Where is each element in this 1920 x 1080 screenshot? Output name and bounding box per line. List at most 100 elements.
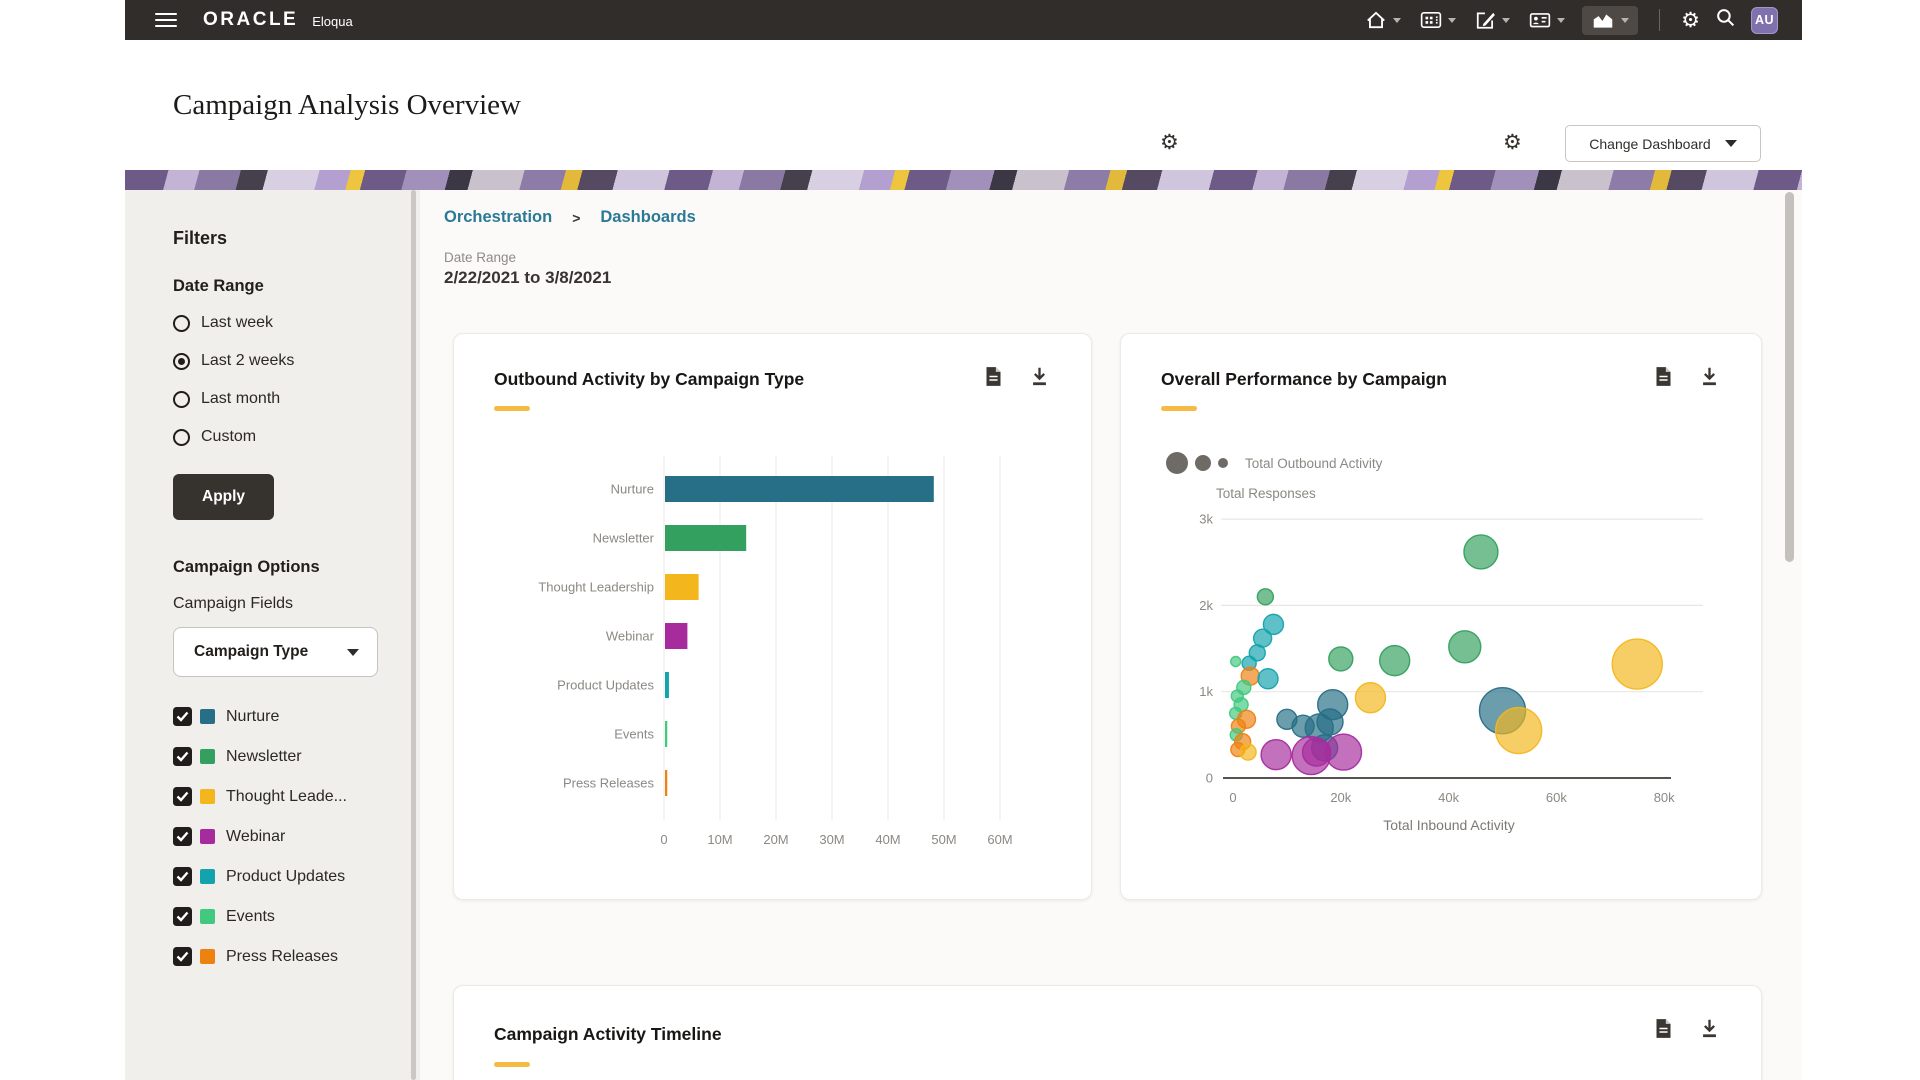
- date-range-heading: Date Range: [173, 277, 420, 296]
- bubble: [1464, 535, 1498, 569]
- campaign-type-checkbox-row[interactable]: Nurture: [173, 707, 420, 726]
- campaign-options-heading: Campaign Options: [173, 558, 420, 577]
- sidebar-scrollbar[interactable]: [411, 190, 416, 1080]
- series-color-swatch: [200, 949, 215, 964]
- campaign-activity-timeline-card: Campaign Activity Timeline: [453, 985, 1762, 1080]
- date-range-radio-option[interactable]: Last 2 weeks: [173, 352, 420, 370]
- page-scrollbar-thumb[interactable]: [1785, 192, 1794, 562]
- bar: [665, 623, 687, 649]
- svg-text:20M: 20M: [763, 832, 788, 847]
- campaign-type-checkbox-row[interactable]: Thought Leade...: [173, 787, 420, 806]
- bar-category-label: Press Releases: [563, 776, 655, 791]
- bubble: [1258, 669, 1278, 689]
- user-avatar[interactable]: AU: [1751, 7, 1778, 34]
- svg-text:10M: 10M: [707, 832, 732, 847]
- chevron-down-icon: [1621, 18, 1629, 23]
- apps-menu-button[interactable]: [1418, 7, 1458, 33]
- date-range-radio-option[interactable]: Custom: [173, 428, 420, 446]
- product-name: Eloqua: [312, 14, 352, 29]
- bubble: [1231, 656, 1241, 666]
- date-range-display: Date Range 2/22/2021 to 3/8/2021: [444, 250, 611, 288]
- chevron-down-icon: [1448, 18, 1456, 23]
- topbar: ORACLE Eloqua: [125, 0, 1802, 40]
- checkbox-checked-icon: [173, 787, 192, 806]
- radio-icon: [173, 315, 190, 332]
- download-icon[interactable]: [1700, 1018, 1719, 1044]
- bubble: [1380, 646, 1410, 676]
- report-icon[interactable]: [1654, 366, 1673, 392]
- bubble: [1355, 683, 1385, 713]
- widget-settings-gear-icon[interactable]: ⚙: [1503, 132, 1522, 153]
- download-icon[interactable]: [1700, 366, 1719, 392]
- radio-option-label: Custom: [201, 428, 256, 446]
- settings-gear-icon[interactable]: ⚙: [1681, 10, 1700, 31]
- assets-menu-button[interactable]: [1527, 7, 1567, 33]
- svg-text:40k: 40k: [1438, 790, 1459, 805]
- campaign-type-checkbox-row[interactable]: Press Releases: [173, 947, 420, 966]
- home-menu-button[interactable]: [1363, 6, 1403, 34]
- svg-text:0: 0: [1229, 790, 1236, 805]
- chevron-down-icon: [1393, 18, 1401, 23]
- decorative-banner: [125, 170, 1802, 190]
- search-button[interactable]: [1715, 7, 1736, 33]
- date-range-radio-option[interactable]: Last week: [173, 314, 420, 332]
- bubble: [1612, 639, 1662, 689]
- bar-category-label: Thought Leadership: [538, 580, 654, 595]
- report-icon[interactable]: [984, 366, 1003, 392]
- svg-text:0: 0: [1206, 771, 1213, 786]
- breadcrumb-orchestration-link[interactable]: Orchestration: [444, 208, 552, 227]
- download-icon[interactable]: [1030, 366, 1049, 392]
- bubble-size-legend: Total Outbound Activity: [1166, 452, 1382, 474]
- bubble-chart: 3k2k1k0020k40k60k80kTotal Inbound Activi…: [1151, 504, 1751, 844]
- page-title: Campaign Analysis Overview: [173, 89, 521, 122]
- date-range-display-label: Date Range: [444, 250, 611, 265]
- date-range-radio-option[interactable]: Last month: [173, 390, 420, 408]
- bar-category-label: Events: [614, 727, 654, 742]
- series-color-swatch: [200, 749, 215, 764]
- area-chart-icon: [1591, 11, 1615, 30]
- campaign-type-checkbox-row[interactable]: Events: [173, 907, 420, 926]
- campaign-type-label: Events: [226, 908, 275, 926]
- radio-option-label: Last week: [201, 314, 273, 332]
- svg-text:1k: 1k: [1199, 684, 1213, 699]
- filters-sidebar: Filters Date Range Last week Last 2 weeks…: [125, 190, 420, 1080]
- main-panel: Orchestration > Dashboards Date Range 2/…: [420, 190, 1802, 1080]
- analytics-menu-button-active[interactable]: [1582, 6, 1638, 35]
- legend-bubble-icon: [1218, 458, 1228, 468]
- bar-chart: 010M20M30M40M50M60MNurtureNewsletterThou…: [464, 434, 1074, 879]
- apply-button[interactable]: Apply: [173, 474, 274, 520]
- radio-selected-icon: [173, 353, 190, 370]
- bar: [665, 672, 669, 698]
- campaign-type-label: Newsletter: [226, 748, 302, 766]
- svg-text:3k: 3k: [1199, 512, 1213, 527]
- card-title: Overall Performance by Campaign: [1161, 369, 1447, 390]
- campaign-type-checkbox-row[interactable]: Newsletter: [173, 747, 420, 766]
- campaign-type-dropdown-value: Campaign Type: [194, 643, 308, 661]
- checkbox-checked-icon: [173, 827, 192, 846]
- legend-bubble-icon: [1195, 455, 1211, 471]
- breadcrumb-dashboards-link[interactable]: Dashboards: [600, 208, 695, 227]
- page-header: Campaign Analysis Overview ⚙ ⚙ Change Da…: [125, 40, 1802, 170]
- compose-menu-button[interactable]: [1473, 6, 1512, 34]
- hamburger-menu-button[interactable]: [155, 13, 177, 28]
- bar-category-label: Newsletter: [593, 531, 655, 546]
- campaign-type-dropdown[interactable]: Campaign Type: [173, 627, 378, 677]
- campaign-type-checkbox-row[interactable]: Product Updates: [173, 867, 420, 886]
- change-dashboard-button[interactable]: Change Dashboard: [1565, 125, 1761, 162]
- filters-title: Filters: [173, 228, 420, 249]
- series-color-swatch: [200, 709, 215, 724]
- outbound-activity-card: Outbound Activity by Campaign Type: [453, 333, 1092, 900]
- chevron-down-icon: [1557, 18, 1565, 23]
- campaign-type-checkbox-row[interactable]: Webinar: [173, 827, 420, 846]
- breadcrumb-separator-icon: >: [572, 210, 580, 226]
- svg-text:30M: 30M: [819, 832, 844, 847]
- svg-text:2k: 2k: [1199, 598, 1213, 613]
- card-accent-bar: [494, 1062, 530, 1067]
- date-range-display-value: 2/22/2021 to 3/8/2021: [444, 268, 611, 288]
- widget-settings-gear-icon[interactable]: ⚙: [1160, 132, 1179, 153]
- radio-option-label: Last 2 weeks: [201, 352, 294, 370]
- report-icon[interactable]: [1654, 1018, 1673, 1044]
- checkbox-checked-icon: [173, 747, 192, 766]
- card-title: Campaign Activity Timeline: [494, 1024, 722, 1045]
- app-grid-icon: [1420, 11, 1442, 29]
